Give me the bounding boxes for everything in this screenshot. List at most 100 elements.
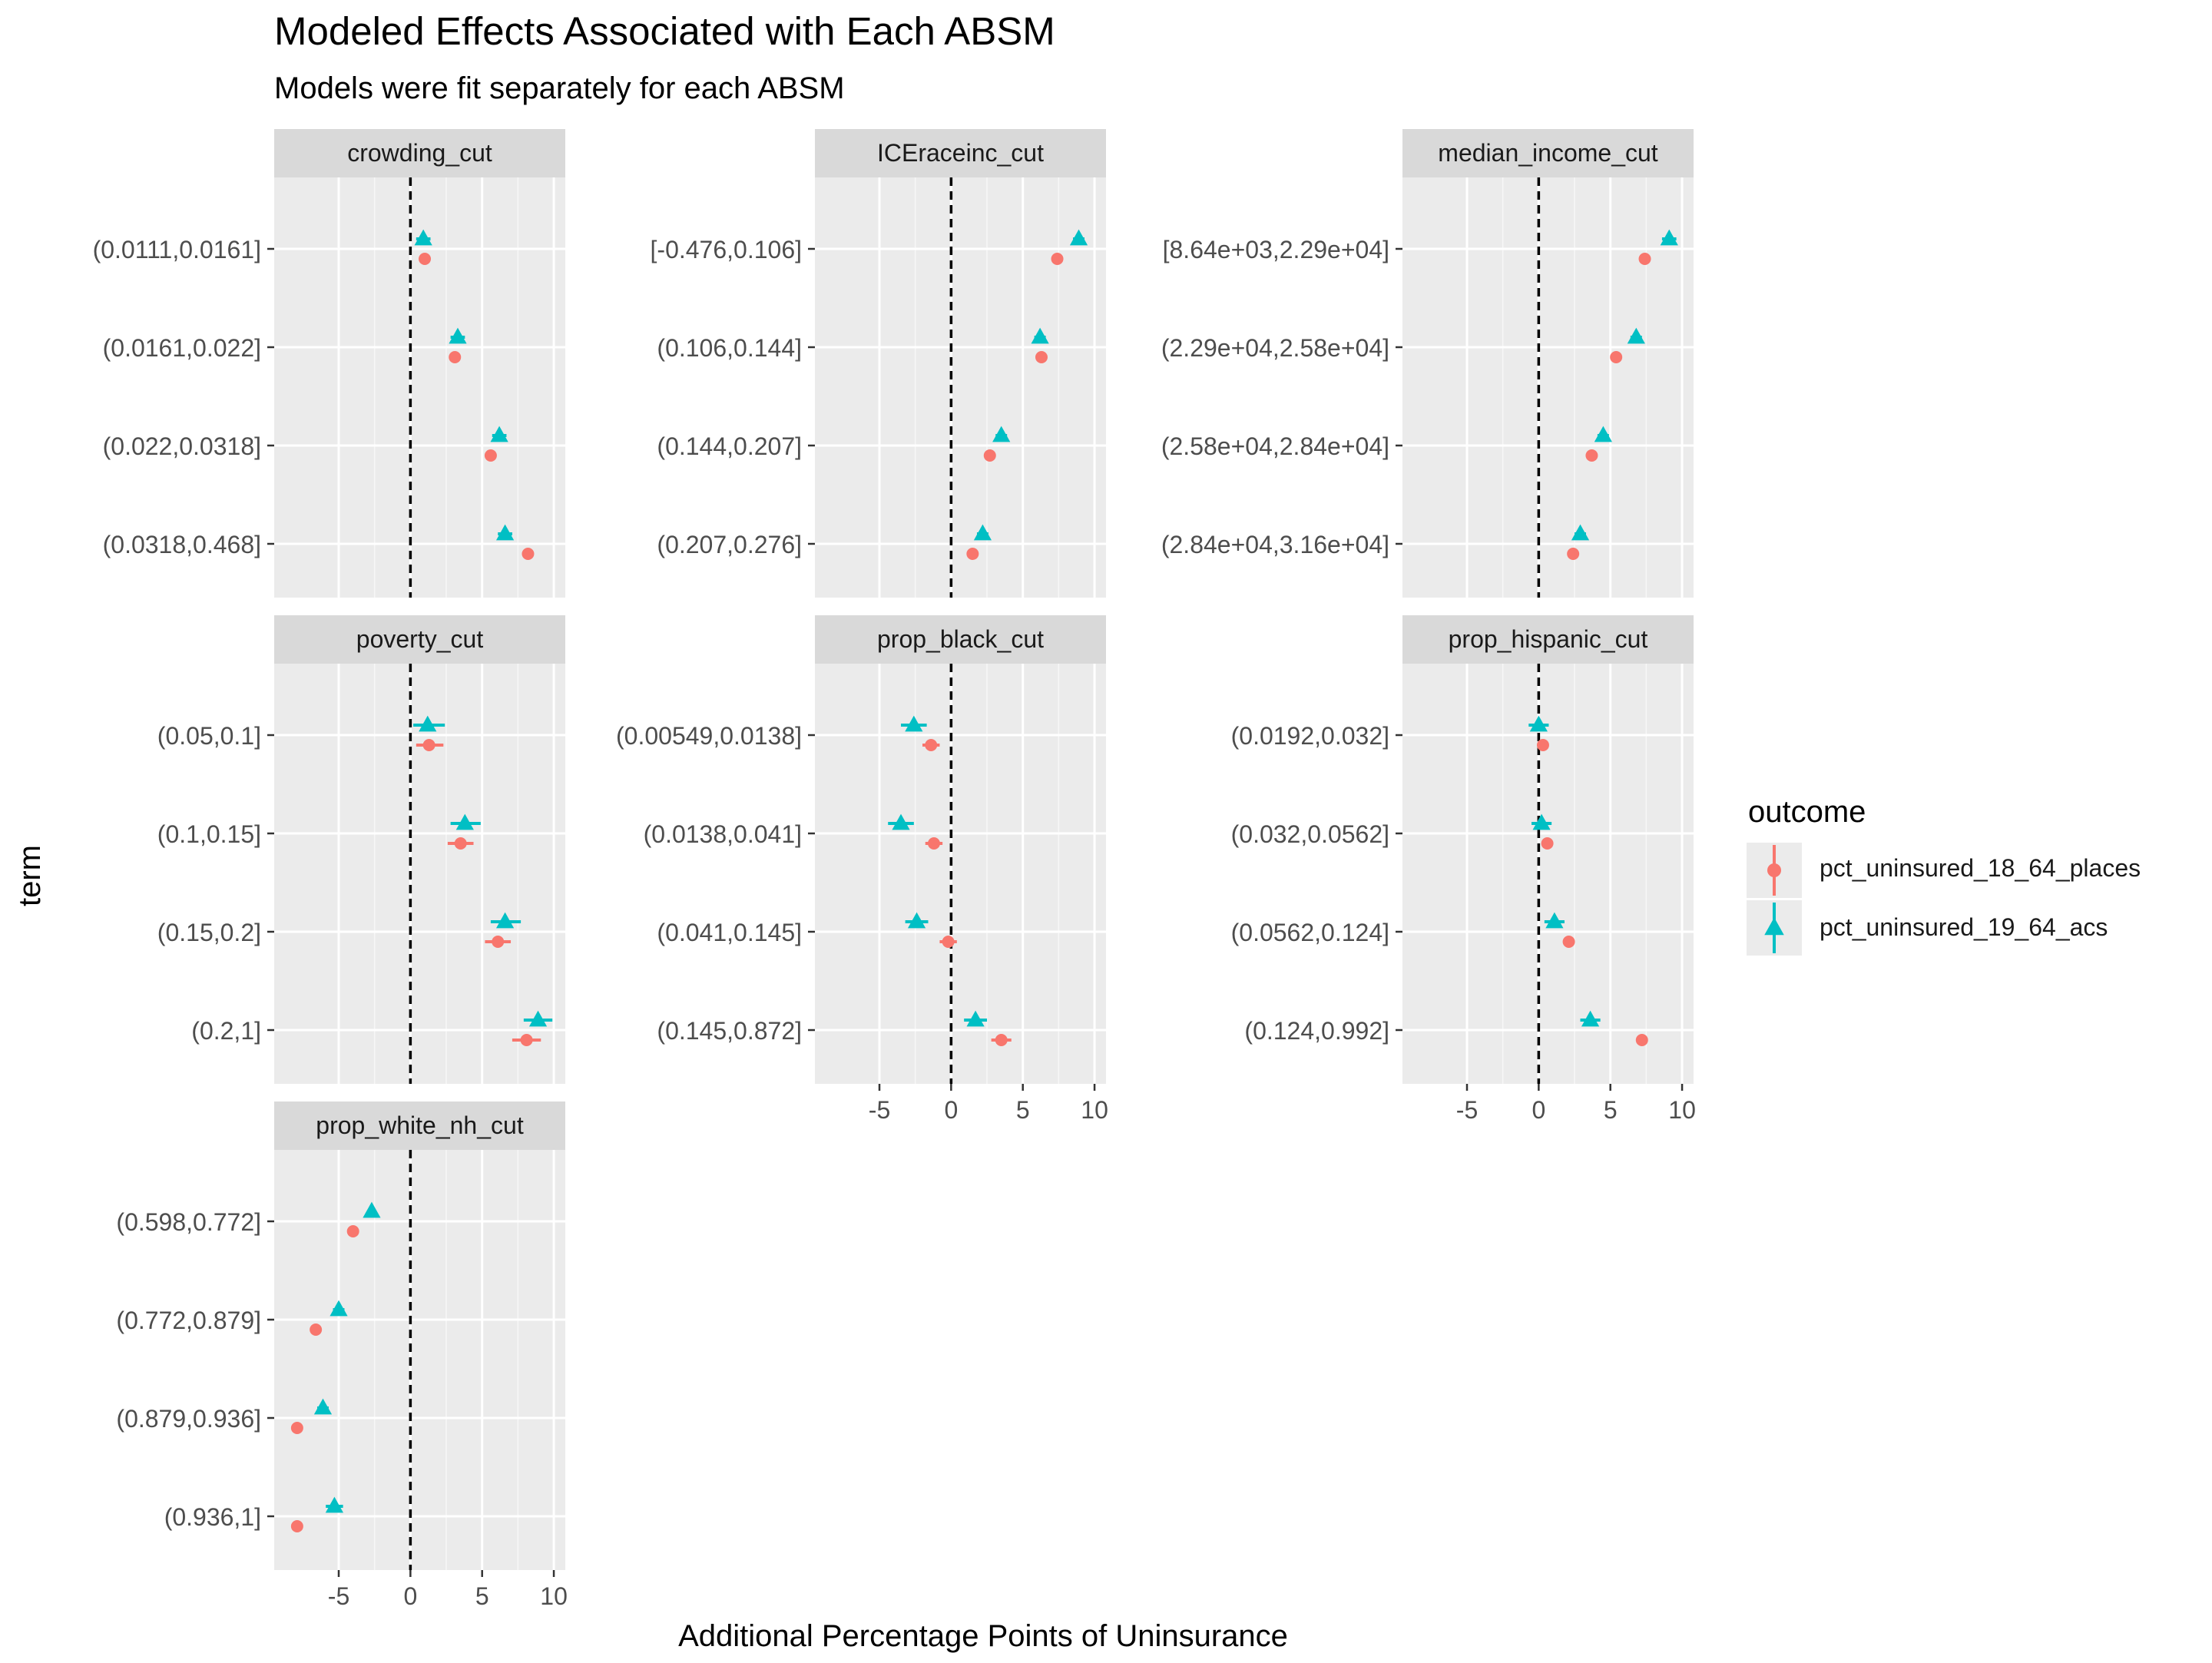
y-tick-label: (0.879,0.936] [116, 1405, 261, 1433]
panel-background [1402, 664, 1694, 1084]
panel-prop_black_cut: prop_black_cut (0.00549,0.0138] (0.0138,0.… [616, 615, 1108, 1124]
point-acs [1660, 229, 1678, 246]
point-places [290, 1422, 303, 1434]
y-tick-label: (0.145,0.872] [657, 1017, 802, 1045]
panel-strip [1402, 615, 1694, 664]
x-tick-label: 5 [1016, 1096, 1030, 1124]
x-tick-label: -5 [328, 1582, 349, 1610]
point-acs [1627, 327, 1645, 344]
point-acs [528, 1010, 548, 1027]
point-places [925, 739, 938, 751]
panel-prop_hispanic_cut: prop_hispanic_cut (0.0192,0.032] (0.032,0.… [1231, 615, 1696, 1124]
point-places [520, 1034, 533, 1046]
chart-subtitle: Models were fit separately for each ABSM [274, 71, 845, 105]
y-tick-label: (0.0161,0.022] [103, 334, 261, 362]
point-acs [1069, 229, 1088, 246]
y-tick-label: (0.00549,0.0138] [616, 722, 802, 750]
x-tick-label: 10 [540, 1582, 568, 1610]
point-acs [329, 1300, 348, 1317]
panel-prop_white_nh_cut: prop_white_nh_cut (0.598,0.772] (0.772,0.8… [116, 1101, 568, 1610]
y-tick-label: (0.0111,0.0161] [93, 236, 261, 263]
legend-title: outcome [1748, 795, 1866, 829]
point-places [310, 1323, 323, 1336]
y-tick-label: (0.0138,0.041] [644, 820, 802, 848]
point-acs [449, 327, 467, 344]
point-acs [490, 426, 508, 442]
point-places [1035, 351, 1048, 363]
point-places [1562, 936, 1575, 948]
point-places [1536, 739, 1549, 751]
point-acs [907, 912, 926, 929]
y-tick-label: (0.0562,0.124] [1231, 919, 1389, 946]
panel-background [815, 664, 1106, 1084]
point-acs [325, 1496, 344, 1513]
point-places [1635, 1034, 1648, 1046]
panel-background [274, 1150, 565, 1570]
x-tick-label: 0 [403, 1582, 417, 1610]
point-places [1567, 548, 1580, 560]
point-places [522, 548, 535, 560]
y-axis-label: term [13, 845, 47, 906]
panel-strip-label: prop_white_nh_cut [316, 1111, 524, 1139]
y-tick-label: (0.05,0.1] [157, 722, 261, 750]
panel-strip [815, 615, 1106, 664]
point-acs [966, 1010, 985, 1027]
point-acs [419, 715, 437, 732]
y-tick-label: (0.1,0.15] [157, 820, 261, 848]
point-places [1051, 253, 1064, 265]
point-acs [905, 715, 923, 732]
y-tick-label: (0.772,0.879] [116, 1307, 261, 1334]
point-acs [313, 1398, 333, 1415]
point-places [422, 739, 435, 751]
y-tick-label: (0.207,0.276] [657, 531, 802, 558]
point-places [1541, 837, 1554, 850]
point-places [1610, 351, 1623, 363]
y-tick-label: (0.144,0.207] [657, 432, 802, 460]
panel-median_income_cut: median_income_cut [8.64e+03,2.29e+04] (2.2… [1161, 129, 1694, 598]
y-tick-label: (0.0318,0.468] [103, 531, 261, 558]
x-axis-label: Additional Percentage Points of Uninsura… [678, 1619, 1288, 1653]
y-tick-label: (0.936,1] [164, 1503, 261, 1531]
y-tick-label: (0.0192,0.032] [1231, 722, 1389, 750]
y-tick-label: (0.032,0.0562] [1231, 820, 1389, 848]
point-acs [973, 524, 992, 541]
point-acs [1571, 524, 1590, 541]
panel-strip [274, 1101, 565, 1150]
y-tick-label: (2.58e+04,2.84e+04] [1161, 432, 1389, 460]
y-tick-label: [8.64e+03,2.29e+04] [1163, 236, 1389, 263]
point-places [290, 1520, 303, 1532]
y-tick-label: [-0.476,0.106] [651, 236, 802, 263]
y-tick-label: (0.022,0.0318] [103, 432, 261, 460]
y-tick-label: (2.29e+04,2.58e+04] [1161, 334, 1389, 362]
point-places [927, 837, 940, 850]
y-tick-label: (0.2,1] [191, 1017, 261, 1045]
point-places [484, 449, 497, 462]
point-places [419, 253, 432, 265]
panel-strip-label: prop_hispanic_cut [1449, 625, 1648, 653]
panel-poverty_cut: poverty_cut (0.05,0.1] (0.1,0.15] (0.15,0.2… [157, 615, 565, 1084]
y-tick-label: (0.124,0.992] [1244, 1017, 1389, 1045]
panel-strip-label: median_income_cut [1438, 139, 1658, 167]
legend-key-places-point [1767, 863, 1781, 877]
point-places [1638, 253, 1651, 265]
panel-strip [274, 129, 565, 177]
panel-crowding_cut: crowding_cut (0.0111,0.0161] (0.0161,0.022… [93, 129, 565, 598]
panel-strip [1402, 129, 1694, 177]
panel-background [1402, 177, 1694, 598]
panel-strip-label: ICEraceinc_cut [877, 139, 1044, 167]
panel-strip-label: prop_black_cut [877, 625, 1044, 653]
point-places [983, 449, 996, 462]
point-places [492, 936, 505, 948]
point-acs [1581, 1010, 1600, 1027]
point-acs [414, 229, 432, 246]
point-places [995, 1034, 1008, 1046]
y-tick-label: (0.106,0.144] [657, 334, 802, 362]
point-acs [1545, 912, 1564, 929]
point-acs [495, 912, 515, 929]
x-tick-label: 0 [944, 1096, 958, 1124]
panel-strip-label: crowding_cut [347, 139, 492, 167]
point-acs [992, 426, 1011, 442]
point-acs [455, 813, 474, 830]
